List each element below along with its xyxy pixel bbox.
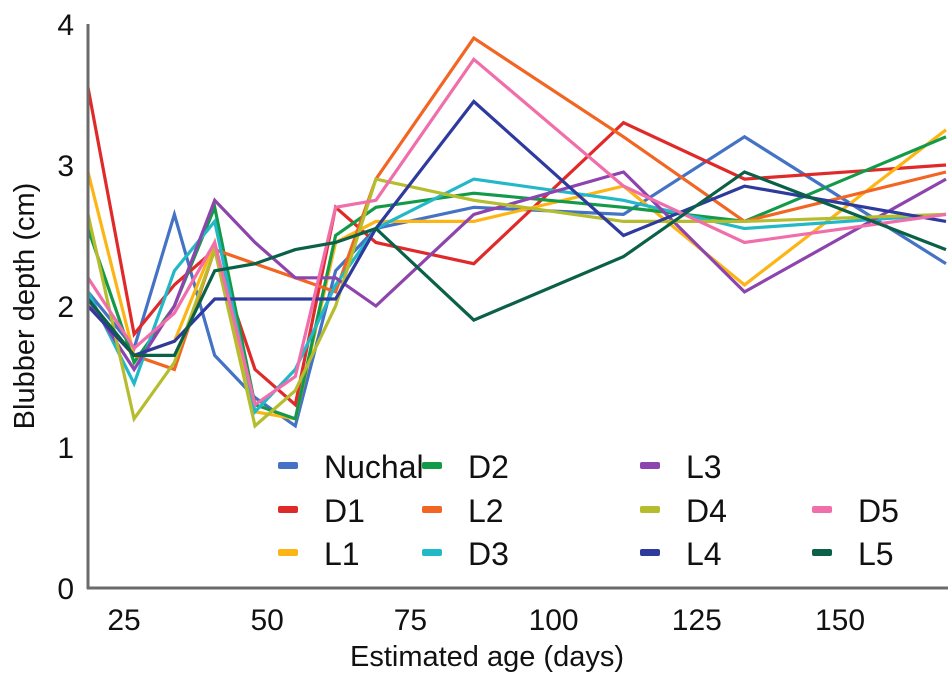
y-tick-label: 2: [57, 291, 74, 324]
legend-swatch: [278, 506, 298, 513]
legend-swatch: [278, 549, 298, 556]
x-tick-label: 75: [394, 604, 427, 637]
legend-item-d3: D3: [422, 536, 509, 572]
series-line-d5: [86, 56, 947, 408]
legend-item-l2: L2: [422, 493, 504, 529]
legend: Nuchal D2 L3 D1 L2 D4 D5 L1 D3 L4 L5: [278, 449, 899, 572]
legend-swatch: [640, 549, 660, 556]
series-line-l4: [86, 99, 947, 358]
legend-label: D2: [468, 449, 509, 485]
y-tick-label: 0: [57, 573, 74, 606]
series-line-d2: [86, 135, 947, 421]
legend-item-l5: L5: [812, 536, 894, 572]
y-tick-label: 1: [57, 432, 74, 465]
legend-label: L1: [324, 536, 360, 572]
series-line-d4: [86, 177, 947, 429]
x-axis-title: Estimated age (days): [350, 641, 624, 673]
series-lines: [86, 35, 947, 429]
x-tick-label: 125: [672, 604, 722, 637]
x-tick-label: 50: [251, 604, 284, 637]
legend-label: L2: [468, 493, 504, 529]
series-line-l3: [86, 170, 947, 373]
legend-swatch: [812, 506, 832, 513]
legend-item-d1: D1: [278, 493, 365, 529]
series-line-l5: [86, 170, 947, 357]
series-line-nuchal: [86, 134, 947, 429]
legend-label: L5: [858, 536, 894, 572]
legend-label: Nuchal: [324, 449, 424, 485]
legend-swatch: [422, 549, 442, 556]
series-line-d3: [86, 177, 947, 416]
legend-swatch: [278, 462, 298, 469]
x-tick-labels: 25 50 75 100 125 150: [107, 604, 865, 637]
legend-item-l4: L4: [640, 536, 722, 572]
legend-swatch: [640, 462, 660, 469]
x-tick-label: 100: [529, 604, 579, 637]
legend-item-l1: L1: [278, 536, 360, 572]
y-axis-title: Blubber depth (cm): [9, 183, 41, 430]
y-tick-label: 3: [57, 150, 74, 183]
x-tick-label: 25: [107, 604, 140, 637]
legend-label: D1: [324, 493, 365, 529]
legend-item-d4: D4: [640, 493, 727, 529]
legend-label: D5: [858, 493, 899, 529]
y-tick-label: 4: [57, 9, 74, 42]
legend-item-d5: D5: [812, 493, 899, 529]
legend-label: D3: [468, 536, 509, 572]
legend-label: L4: [686, 536, 722, 572]
legend-label: L3: [686, 449, 722, 485]
y-tick-labels: 0 1 2 3 4: [57, 9, 74, 606]
legend-item-d2: D2: [422, 449, 509, 485]
legend-swatch: [640, 506, 660, 513]
legend-item-l3: L3: [640, 449, 722, 485]
legend-swatch: [422, 506, 442, 513]
series-line-l2: [86, 35, 947, 372]
legend-item-nuchal: Nuchal: [278, 449, 424, 485]
legend-swatch: [422, 462, 442, 469]
legend-swatch: [812, 549, 832, 556]
x-tick-label: 150: [815, 604, 865, 637]
legend-label: D4: [686, 493, 727, 529]
